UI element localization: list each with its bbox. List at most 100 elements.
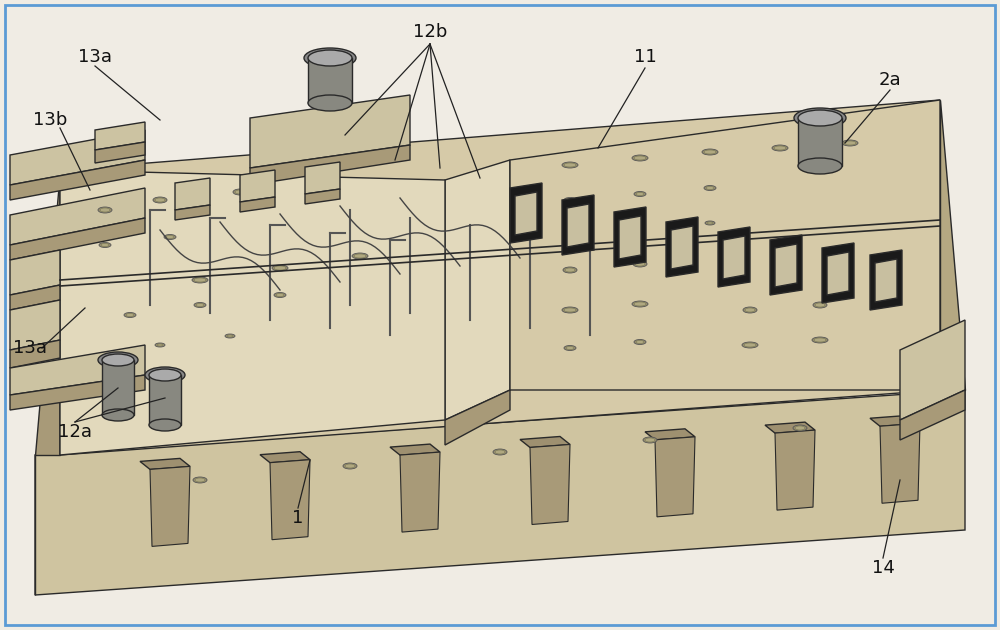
Polygon shape bbox=[140, 459, 190, 469]
Polygon shape bbox=[10, 160, 145, 200]
Ellipse shape bbox=[632, 155, 648, 161]
Ellipse shape bbox=[153, 197, 167, 203]
Text: 13b: 13b bbox=[33, 111, 67, 129]
Ellipse shape bbox=[101, 244, 109, 246]
Ellipse shape bbox=[495, 450, 505, 454]
Polygon shape bbox=[260, 452, 310, 462]
Polygon shape bbox=[250, 145, 410, 185]
Ellipse shape bbox=[98, 207, 112, 213]
Ellipse shape bbox=[196, 304, 204, 307]
Polygon shape bbox=[765, 422, 815, 433]
Ellipse shape bbox=[635, 262, 645, 266]
Text: 1: 1 bbox=[292, 509, 304, 527]
Polygon shape bbox=[240, 197, 275, 212]
Polygon shape bbox=[10, 130, 145, 185]
Ellipse shape bbox=[562, 162, 578, 168]
Ellipse shape bbox=[195, 478, 205, 482]
Polygon shape bbox=[515, 192, 537, 235]
Ellipse shape bbox=[100, 208, 110, 212]
Polygon shape bbox=[150, 466, 190, 546]
Ellipse shape bbox=[194, 302, 206, 307]
Polygon shape bbox=[510, 100, 940, 390]
Polygon shape bbox=[390, 444, 440, 455]
Polygon shape bbox=[240, 170, 275, 202]
Ellipse shape bbox=[155, 198, 165, 202]
Ellipse shape bbox=[794, 108, 846, 128]
Polygon shape bbox=[10, 218, 145, 260]
Ellipse shape bbox=[772, 145, 788, 151]
Ellipse shape bbox=[564, 308, 576, 312]
Polygon shape bbox=[175, 205, 210, 220]
Polygon shape bbox=[10, 285, 60, 310]
Ellipse shape bbox=[149, 419, 181, 431]
Polygon shape bbox=[60, 100, 940, 455]
Ellipse shape bbox=[564, 163, 576, 167]
Polygon shape bbox=[445, 160, 510, 420]
Ellipse shape bbox=[225, 334, 235, 338]
Ellipse shape bbox=[274, 266, 286, 270]
Polygon shape bbox=[619, 216, 641, 259]
Ellipse shape bbox=[634, 192, 646, 197]
Ellipse shape bbox=[304, 48, 356, 68]
Polygon shape bbox=[308, 58, 352, 103]
Polygon shape bbox=[520, 437, 570, 447]
Ellipse shape bbox=[102, 354, 134, 366]
Polygon shape bbox=[35, 390, 965, 595]
Ellipse shape bbox=[633, 261, 647, 267]
Text: 12b: 12b bbox=[413, 23, 447, 41]
Ellipse shape bbox=[744, 343, 756, 347]
Ellipse shape bbox=[98, 352, 138, 368]
Ellipse shape bbox=[565, 233, 575, 237]
Ellipse shape bbox=[795, 426, 805, 430]
Ellipse shape bbox=[634, 340, 646, 345]
Ellipse shape bbox=[274, 292, 286, 297]
Polygon shape bbox=[940, 100, 965, 390]
Ellipse shape bbox=[166, 236, 174, 239]
Ellipse shape bbox=[124, 312, 136, 318]
Polygon shape bbox=[10, 340, 60, 368]
Ellipse shape bbox=[813, 302, 827, 308]
Ellipse shape bbox=[192, 277, 208, 283]
Ellipse shape bbox=[704, 185, 716, 190]
Polygon shape bbox=[671, 226, 693, 269]
Text: 14: 14 bbox=[872, 559, 894, 577]
Ellipse shape bbox=[774, 146, 786, 150]
Polygon shape bbox=[95, 122, 145, 150]
Polygon shape bbox=[530, 445, 570, 525]
Polygon shape bbox=[270, 460, 310, 540]
Ellipse shape bbox=[345, 464, 355, 468]
Polygon shape bbox=[562, 195, 594, 255]
Ellipse shape bbox=[798, 110, 842, 126]
Ellipse shape bbox=[707, 222, 713, 224]
Ellipse shape bbox=[743, 307, 757, 313]
Ellipse shape bbox=[102, 409, 134, 421]
Polygon shape bbox=[10, 188, 145, 245]
Ellipse shape bbox=[126, 314, 134, 316]
Ellipse shape bbox=[814, 338, 826, 342]
Ellipse shape bbox=[308, 95, 352, 111]
Text: 11: 11 bbox=[634, 48, 656, 66]
Polygon shape bbox=[102, 360, 134, 415]
Polygon shape bbox=[10, 345, 145, 395]
Polygon shape bbox=[614, 207, 646, 267]
Ellipse shape bbox=[636, 340, 644, 343]
Ellipse shape bbox=[745, 308, 755, 312]
Ellipse shape bbox=[164, 234, 176, 239]
Polygon shape bbox=[655, 437, 695, 517]
Ellipse shape bbox=[842, 140, 858, 146]
Ellipse shape bbox=[193, 477, 207, 483]
Ellipse shape bbox=[815, 303, 825, 307]
Text: 13a: 13a bbox=[78, 48, 112, 66]
Polygon shape bbox=[645, 429, 695, 440]
Ellipse shape bbox=[563, 267, 577, 273]
Ellipse shape bbox=[742, 342, 758, 348]
Polygon shape bbox=[718, 227, 750, 287]
Ellipse shape bbox=[235, 190, 245, 194]
Ellipse shape bbox=[99, 243, 111, 248]
Ellipse shape bbox=[564, 345, 576, 350]
Ellipse shape bbox=[194, 278, 206, 282]
Ellipse shape bbox=[233, 189, 247, 195]
Polygon shape bbox=[666, 217, 698, 277]
Polygon shape bbox=[880, 423, 920, 503]
Ellipse shape bbox=[632, 301, 648, 307]
